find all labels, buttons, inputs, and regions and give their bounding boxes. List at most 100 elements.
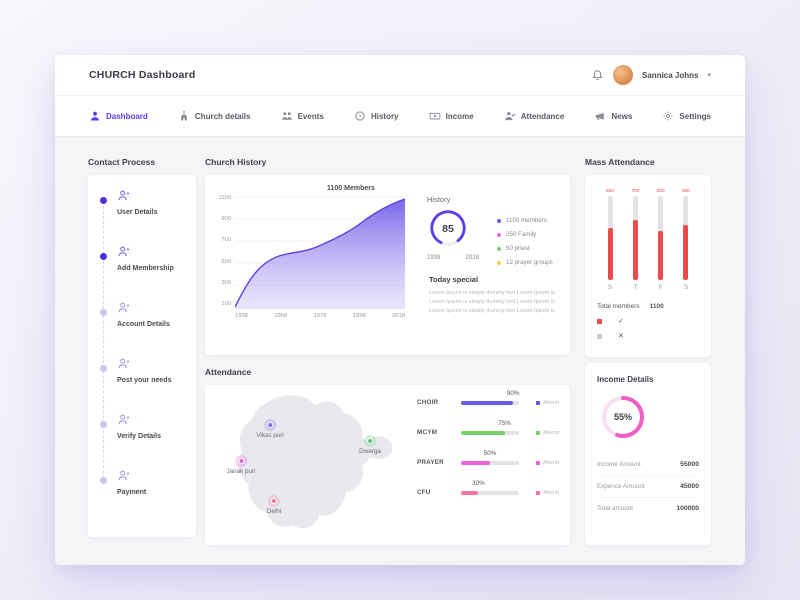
step-post-your-needs[interactable]: Post your needs <box>100 357 190 413</box>
today-special: Today special Lorem Ipsum is simply dumm… <box>429 275 563 316</box>
attendance-row-choir: CHOIR 90% Attend <box>417 389 559 407</box>
mass-bar: 500 S <box>605 189 614 291</box>
mass-attendance-chart: 500 S 700 T 300 F <box>595 185 701 293</box>
step-label: Verify Details <box>117 433 161 440</box>
dashboard-icon <box>90 111 100 121</box>
step-label: Post your needs <box>117 377 172 384</box>
present-square <box>597 318 602 324</box>
settings-icon <box>663 111 673 121</box>
attendance-section: Attendance Vikas puri Dwarg <box>205 367 570 545</box>
attendance-row-mcym: MCYM 75% Attend <box>417 419 559 437</box>
user-name[interactable]: Sannica Johns <box>642 70 699 80</box>
step-payment[interactable]: Payment <box>100 469 190 525</box>
mass-attendance-section: Mass Attendance 500 S 700 T <box>585 157 711 357</box>
income-details-title: Income Details <box>597 375 654 384</box>
attendance-card: Vikas puri Dwarga Janak puri Delhi <box>205 385 570 545</box>
legend-item: 50 priest <box>497 245 553 252</box>
nav-item-church-details[interactable]: Church details <box>178 110 250 122</box>
top-header: CHURCH Dashboard Sannica Johns ▾ <box>55 55 745 95</box>
contact-process-section: Contact Process User Details Add Members… <box>88 157 196 537</box>
chevron-down-icon[interactable]: ▾ <box>707 72 711 79</box>
church-history-card: 1100 900 700 500 300 100 <box>205 175 570 355</box>
legend-dot <box>497 260 501 265</box>
member-icon <box>117 469 130 482</box>
notification-bell-icon[interactable] <box>591 69 604 82</box>
chart-annotation: 1100 Members <box>327 185 375 192</box>
today-special-line: Lorem Ipsum is simply dummy text Lorem I… <box>429 290 555 296</box>
income-details-section: Income Details 55% Income Amount 55000 E… <box>585 363 711 545</box>
nav-item-news[interactable]: News <box>594 110 632 122</box>
attendance-icon <box>504 112 516 121</box>
header-right: Sannica Johns ▾ <box>591 65 711 85</box>
news-icon <box>595 113 605 121</box>
nav-item-history[interactable]: History <box>354 110 399 122</box>
member-icon <box>117 189 130 202</box>
step-dot <box>100 421 107 428</box>
member-icon <box>117 413 130 426</box>
member-icon <box>117 357 130 370</box>
member-icon <box>117 301 130 314</box>
check-icon: ✓ <box>618 318 624 325</box>
step-label: Add Membership <box>117 265 174 272</box>
map-marker-delhi[interactable]: Delhi <box>267 495 281 515</box>
contact-process-title: Contact Process <box>88 157 156 167</box>
step-dot <box>100 477 107 484</box>
step-verify-details[interactable]: Verify Details <box>100 413 190 469</box>
legend-item: 1100 members <box>497 217 553 224</box>
step-dot <box>100 253 107 260</box>
legend-dot <box>497 232 501 237</box>
user-avatar[interactable] <box>613 65 634 85</box>
step-add-membership[interactable]: Add Membership <box>100 245 190 301</box>
history-gauge-value: 85 <box>442 223 454 235</box>
mass-attendance-title: Mass Attendance <box>585 157 655 167</box>
income-donut-gauge: 55% <box>602 396 644 438</box>
step-dot <box>100 309 107 316</box>
members-area-chart <box>235 196 405 309</box>
today-special-line: Lorem Ipsum is simply dummy text Lorem I… <box>429 299 555 305</box>
history-legend: 1100 members 250 Family 50 priest 1 <box>497 217 553 273</box>
nav-item-settings[interactable]: Settings <box>662 110 711 122</box>
church-history-title: Church History <box>205 157 267 167</box>
history-gauge-years: 1938 2018 <box>427 255 479 261</box>
step-user-details[interactable]: User Details <box>100 189 190 245</box>
step-account-details[interactable]: Account Details <box>100 301 190 357</box>
mass-bar: 300 F <box>656 189 665 291</box>
step-dot <box>100 197 107 204</box>
cross-icon: ✕ <box>618 333 624 340</box>
attendance-row-prayer: PRAYER 50% Attend <box>417 449 559 467</box>
contact-process-card: User Details Add Membership Account Deta… <box>88 175 196 537</box>
nav-item-events[interactable]: Events <box>281 110 324 122</box>
legend-dot <box>497 246 501 251</box>
map-marker-dwarga[interactable]: Dwarga <box>359 435 381 455</box>
member-icon <box>117 245 130 258</box>
present-legend: ✓ <box>595 317 701 325</box>
map-marker-vikas-puri[interactable]: Vikas puri <box>256 419 284 439</box>
income-icon <box>429 112 440 120</box>
history-gauge: 85 <box>430 210 466 246</box>
step-dot <box>100 365 107 372</box>
attendance-map: Vikas puri Dwarga Janak puri Delhi <box>213 389 408 541</box>
church-details-icon <box>180 110 187 121</box>
attendance-bars: CHOIR 90% Attend MCYM 75% <box>417 389 559 519</box>
step-label: Account Details <box>117 321 170 328</box>
main-nav: Dashboard Church details Events History … <box>55 95 745 137</box>
nav-item-attendance[interactable]: Attendance <box>504 110 564 122</box>
contact-steps: User Details Add Membership Account Deta… <box>100 189 190 525</box>
step-label: Payment <box>117 489 147 496</box>
income-row: Expence Amount 45000 <box>597 475 699 497</box>
app-title: CHURCH Dashboard <box>89 69 196 81</box>
attendance-row-cfu: CFU 30% Attend <box>417 479 559 497</box>
attendance-title: Attendance <box>205 367 252 377</box>
income-gauge-value: 55% <box>614 412 632 422</box>
content-area: Contact Process User Details Add Members… <box>55 137 745 565</box>
today-special-line: Lorem Ipsum is simply dummy text Lorem I… <box>429 308 555 314</box>
nav-item-dashboard[interactable]: Dashboard <box>89 110 148 122</box>
map-marker-janak-puri[interactable]: Janak puri <box>226 455 256 475</box>
legend-dot <box>497 218 501 223</box>
events-icon <box>281 112 292 120</box>
absent-legend: ✕ <box>595 332 701 340</box>
nav-item-income[interactable]: Income <box>429 110 474 122</box>
today-special-title: Today special <box>429 275 479 284</box>
income-rows: Income Amount 55000 Expence Amount 45000… <box>597 454 699 519</box>
